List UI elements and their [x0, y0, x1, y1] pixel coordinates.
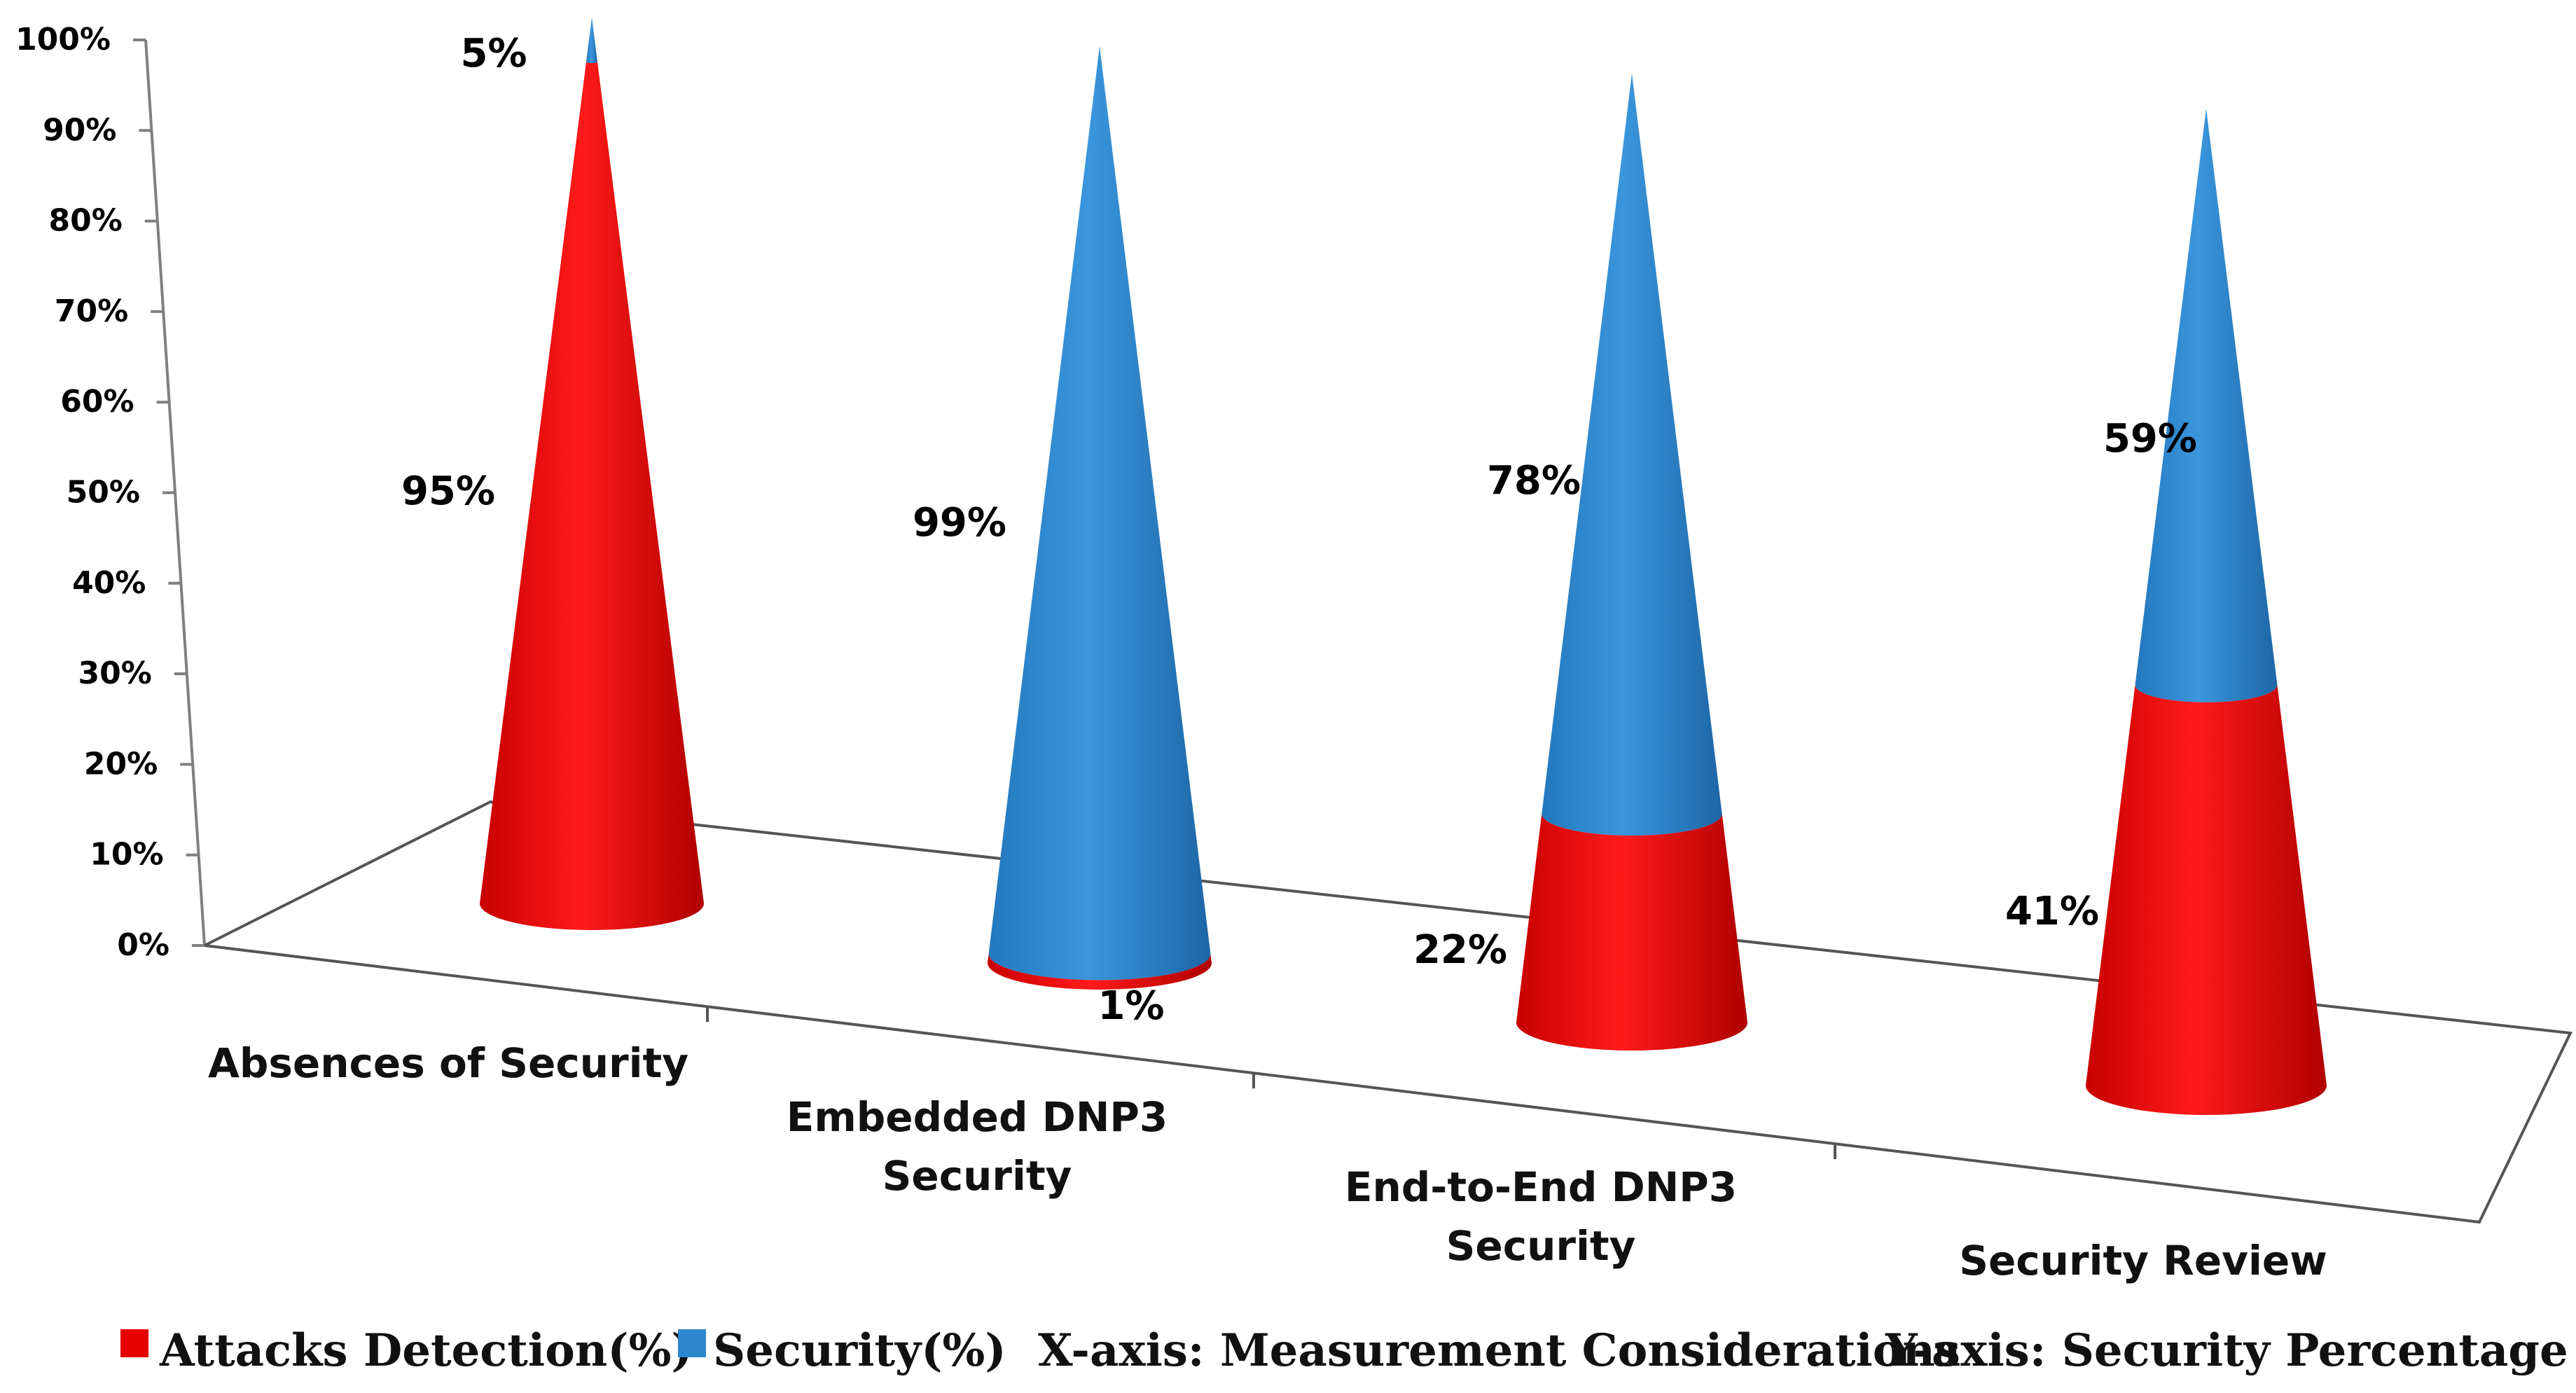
- data-label-security: 99%: [913, 500, 1006, 546]
- cone-segment-attacks-detection: [988, 953, 1212, 990]
- category-label: Absences of Security: [208, 1039, 688, 1087]
- cone-1: [480, 18, 704, 930]
- y-tick-label: 100%: [15, 22, 111, 57]
- y-axis-title: Y-axis: Security Percentage: [1885, 1324, 2568, 1377]
- category-label: End-to-End DNP3: [1345, 1163, 1737, 1211]
- data-label-attacks-detection: 41%: [2005, 889, 2099, 934]
- legend: Attacks Detection(%) Security(%) X-axis: M…: [120, 1324, 2568, 1377]
- cone-segment-security: [1542, 74, 1722, 836]
- category-label: Embedded DNP3: [787, 1093, 1168, 1141]
- data-label-security: 78%: [1487, 458, 1581, 504]
- x-axis-title: X-axis: Measurement Considerations: [1038, 1324, 1960, 1377]
- data-label-attacks-detection: 95%: [401, 469, 495, 514]
- y-tick-label: 60%: [60, 384, 134, 420]
- data-label-attacks-detection: 22%: [1413, 927, 1507, 973]
- category-label: Security: [1446, 1222, 1636, 1270]
- data-label-attacks-detection: 1%: [1097, 983, 1164, 1029]
- legend-swatch-attacks-detection: [120, 1329, 148, 1357]
- y-tick-label: 70%: [55, 293, 128, 329]
- legend-label-attacks-detection: Attacks Detection(%): [159, 1324, 693, 1377]
- y-tick-label: 90%: [43, 112, 116, 148]
- floor-plane: [204, 800, 2573, 1224]
- category-label: Security Review: [1959, 1237, 2327, 1284]
- cone-segment-security: [586, 18, 597, 64]
- y-tick-label: 10%: [90, 837, 163, 873]
- cone-segment-security: [988, 46, 1211, 980]
- y-tick-label: 40%: [72, 565, 146, 601]
- cone-segment-attacks-detection: [480, 62, 704, 930]
- cone-segment-attacks-detection: [1516, 813, 1747, 1051]
- cone-3: [1516, 74, 1747, 1051]
- data-label-security: 5%: [460, 31, 527, 76]
- legend-label-security: Security(%): [713, 1324, 1006, 1377]
- y-tick-label: 20%: [84, 746, 158, 782]
- legend-swatch-security: [678, 1329, 706, 1357]
- y-tick-label: 30%: [78, 656, 151, 691]
- y-tick-label: 0%: [117, 927, 169, 963]
- y-tick-label: 50%: [67, 475, 140, 511]
- data-label-security: 59%: [2103, 416, 2197, 462]
- cone-4: [2086, 109, 2327, 1115]
- cone-segment-security: [2135, 109, 2278, 702]
- y-tick-label: 80%: [48, 203, 122, 239]
- cone-2: [988, 46, 1212, 990]
- cone-segment-attacks-detection: [2086, 685, 2327, 1115]
- category-label: Security: [882, 1152, 1072, 1200]
